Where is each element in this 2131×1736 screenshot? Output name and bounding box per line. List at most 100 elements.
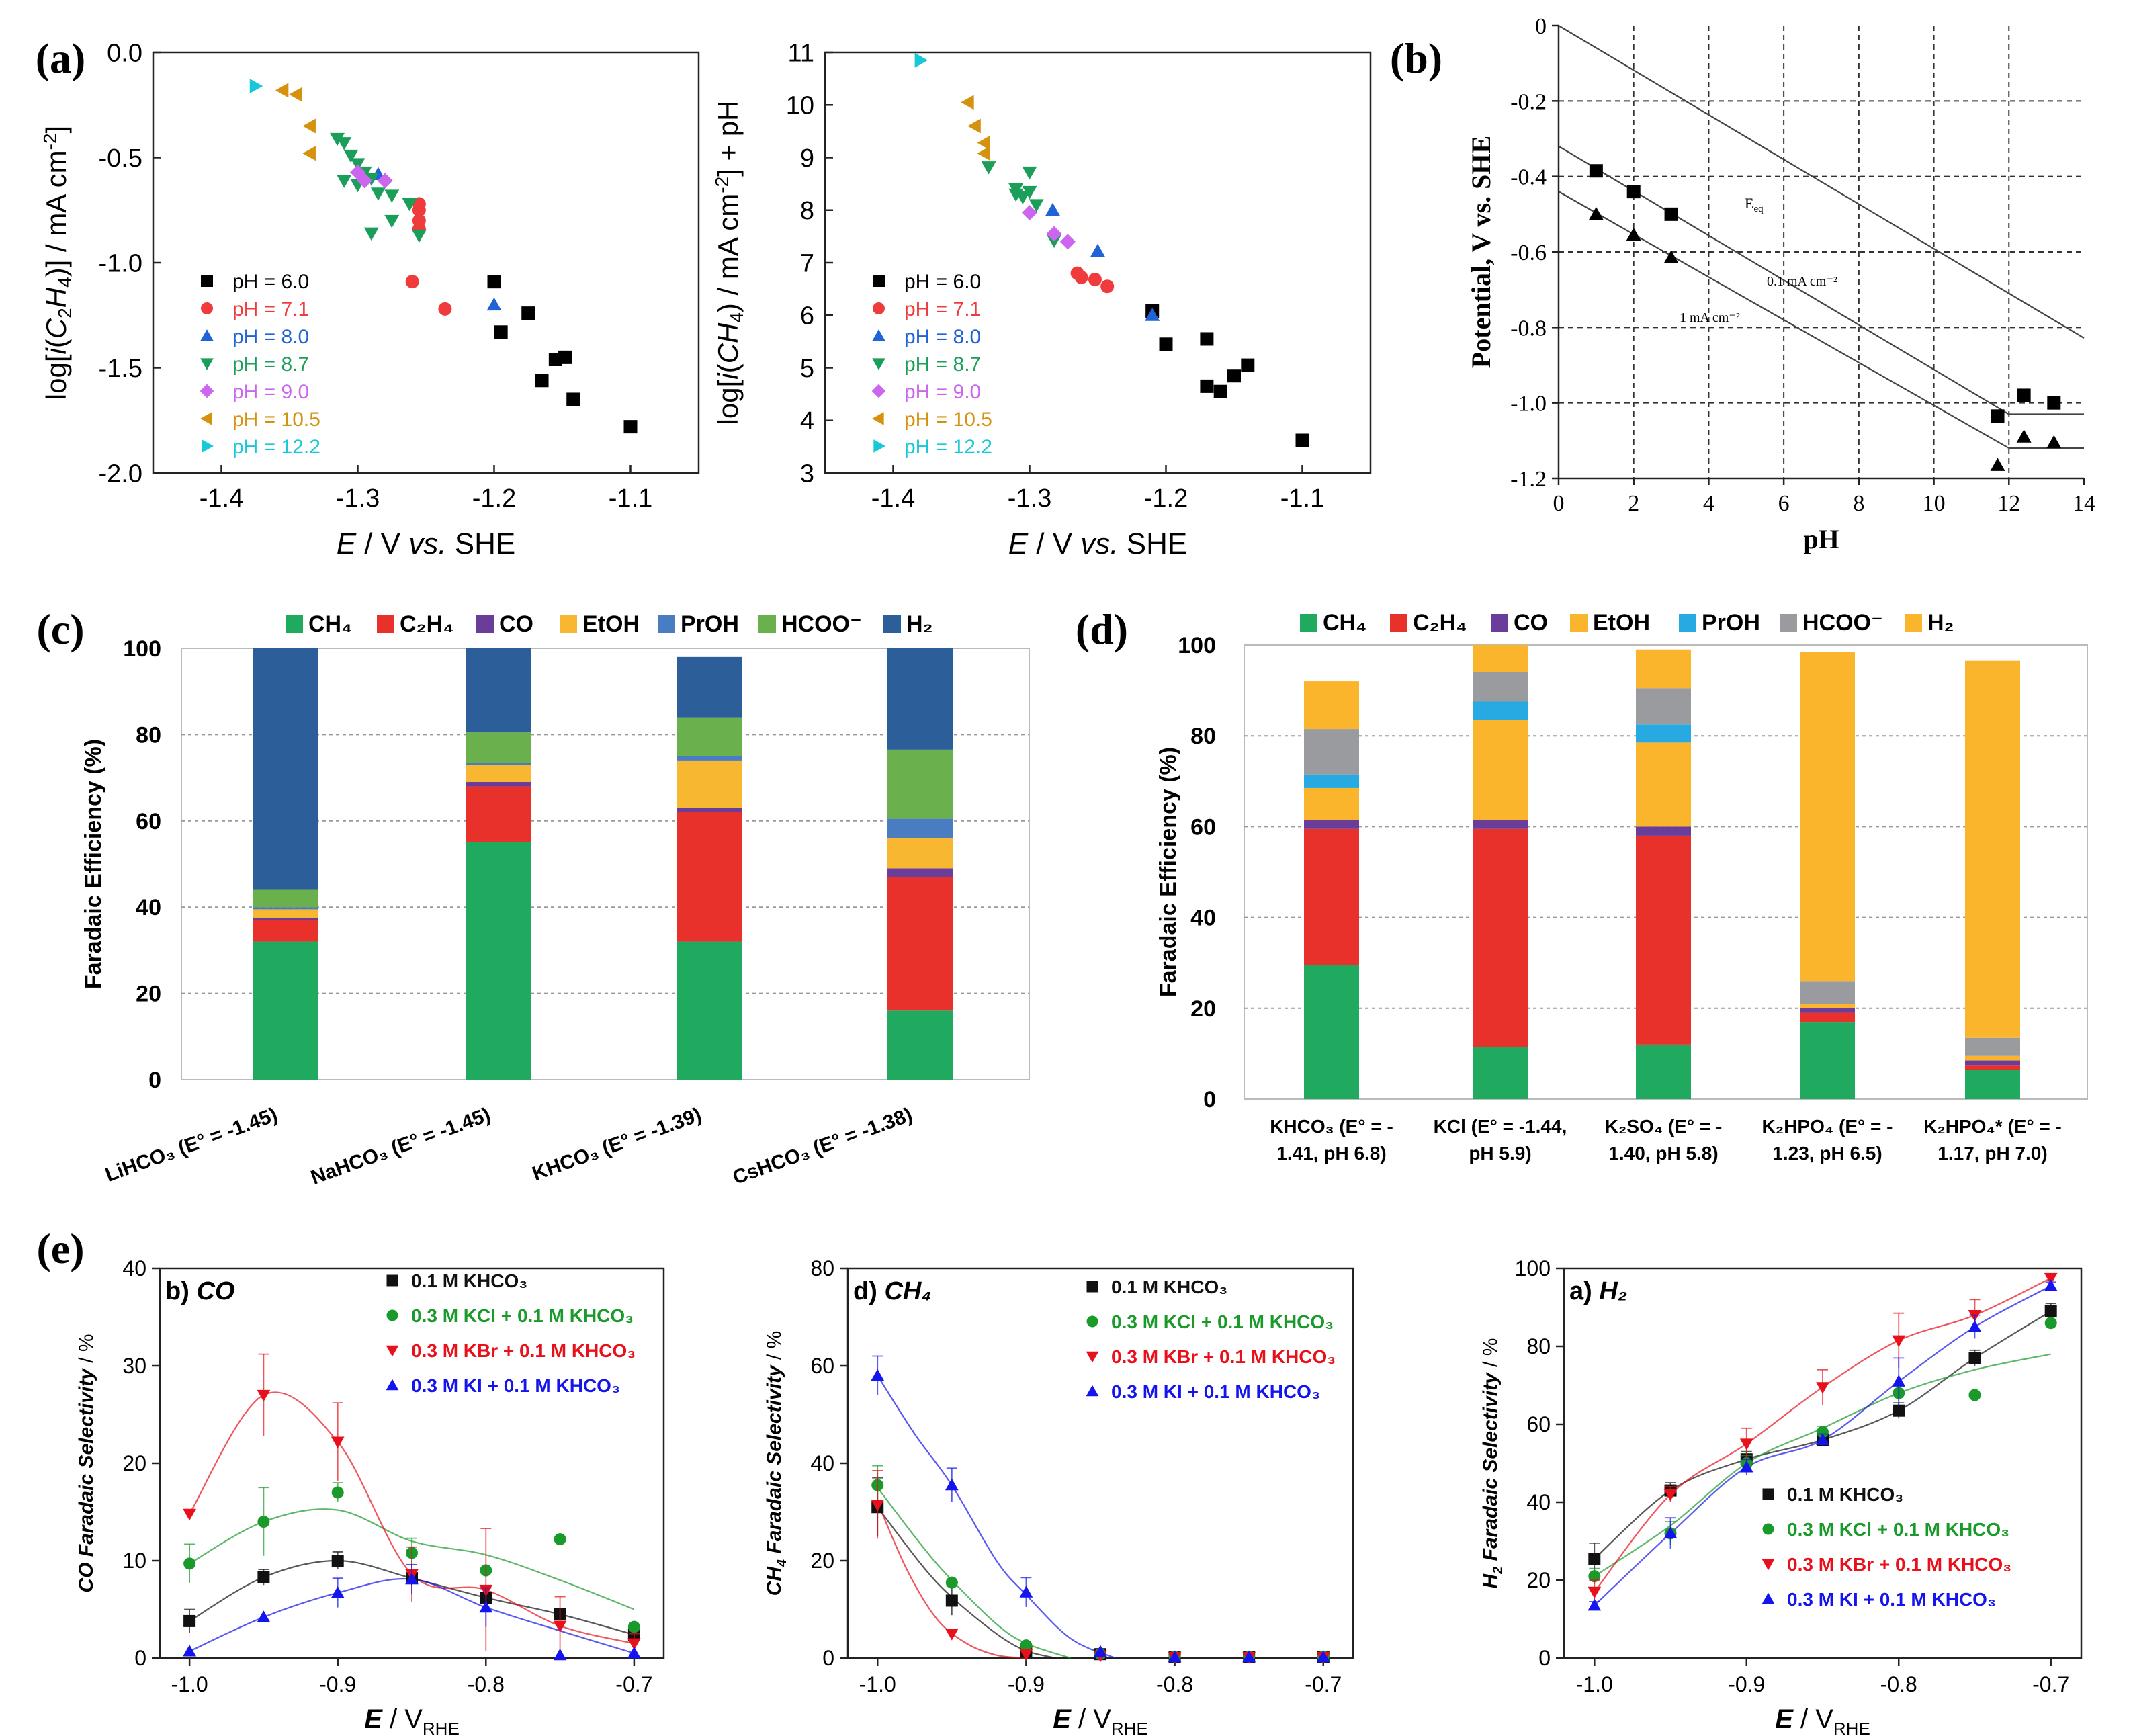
d-legend-label: C₂H₄ xyxy=(1413,610,1467,636)
c-bar-segment xyxy=(466,782,531,787)
d-bar-segment xyxy=(1636,724,1691,743)
a2-y-tick-label: 9 xyxy=(800,144,814,173)
c-bar-segment xyxy=(887,868,953,877)
e1-point xyxy=(183,1644,197,1657)
a1-point-71 xyxy=(405,275,419,289)
b-point-triangles xyxy=(1626,227,1641,241)
a1-legend-label: pH = 12.2 xyxy=(232,436,320,458)
d-bar-segment xyxy=(1636,1044,1691,1099)
a2-y-tick-label: 10 xyxy=(786,92,814,120)
a2-legend-label: pH = 12.2 xyxy=(904,436,992,458)
a1-legend-label: pH = 7.1 xyxy=(232,298,309,320)
d-bar-segment xyxy=(1965,1060,2020,1066)
a2-legend-marker xyxy=(873,439,885,453)
c-bar-segment xyxy=(887,838,953,869)
a2-point-122 xyxy=(914,52,928,68)
e2-legend-label: 0.3 M KBr + 0.1 M KHCO₃ xyxy=(1111,1346,1336,1367)
b-line-2 xyxy=(1558,191,2084,449)
a2-x-tick-label: -1.2 xyxy=(1144,484,1188,513)
e3-x-tick-label: -0.9 xyxy=(1728,1672,1765,1696)
label-part: 4 xyxy=(726,312,747,323)
e1-point xyxy=(257,1571,270,1583)
a2-point-87 xyxy=(1022,185,1037,200)
b-point-squares xyxy=(1991,409,2005,423)
e3-point xyxy=(1817,1426,1829,1438)
a2-y-axis-label: log[i(CH4) / mA cm-2] + pH xyxy=(711,101,747,425)
c-legend-label: CO xyxy=(499,611,533,637)
c-y-tick-label: 20 xyxy=(136,982,161,1007)
label-part: H₂ xyxy=(1599,1277,1627,1305)
a1-legend-marker xyxy=(201,302,213,314)
label-part: ( xyxy=(40,339,72,348)
e2-fit-curve xyxy=(877,1502,1027,1659)
a2-point-105 xyxy=(977,146,991,161)
a1-point-87 xyxy=(337,137,352,150)
e2-legend-label: 0.1 M KHCO₃ xyxy=(1111,1276,1227,1297)
c-bar-segment xyxy=(253,909,318,918)
c-legend-swatch xyxy=(377,615,394,633)
d-legend-label: CO xyxy=(1514,610,1548,636)
d-bar-segment xyxy=(1473,645,1528,672)
e2-x-axis-label: E / VRHE xyxy=(1053,1704,1148,1736)
label-part: / V xyxy=(1071,1704,1111,1734)
e2-y-tick-label: 0 xyxy=(822,1646,834,1670)
c-bar-segment xyxy=(253,907,318,910)
e1-legend-marker xyxy=(386,1274,398,1287)
e2-point xyxy=(1019,1649,1033,1661)
a2-point-80 xyxy=(1045,202,1061,216)
e3-point xyxy=(1588,1570,1601,1583)
e2-point xyxy=(1242,1650,1256,1663)
e1-y-tick-label: 10 xyxy=(122,1549,146,1573)
c-bar-segment xyxy=(466,763,531,765)
label-part: 2 xyxy=(54,308,75,318)
e3-point xyxy=(1892,1375,1906,1387)
a1-point-87 xyxy=(337,175,352,188)
a2-point-87 xyxy=(1015,191,1031,205)
a2-y-tick-label: 4 xyxy=(800,407,814,435)
chart-b: 0 2 4 6 8 10 12 14 0 -0.2 -0.4 -0.6 -0.8 -1.0 -1.2 Eeq 0… xyxy=(1466,14,2095,554)
label-part: log[ xyxy=(40,354,72,400)
label-part: i xyxy=(712,372,744,380)
b-point-triangles xyxy=(1663,250,1679,263)
c-category-label: LiHCO₃ (E° = -1.45) xyxy=(102,1104,280,1186)
a2-legend-marker xyxy=(871,384,886,398)
c-y-tick-label: 100 xyxy=(123,636,161,662)
c-bar-segment xyxy=(677,717,742,756)
chart-e1: -1.0 -0.9 -0.8 -0.7 0 10 20 30 40 b) CO 0.1 M KHCO… xyxy=(75,1256,665,1736)
e1-point xyxy=(183,1508,197,1521)
e1-point xyxy=(331,1555,344,1567)
a2-y-tick-label: 5 xyxy=(800,355,814,383)
e1-legend-marker xyxy=(386,1345,399,1357)
a2-legend-label: pH = 8.0 xyxy=(904,326,981,348)
c-bar-segment xyxy=(466,765,531,783)
e3-x-tick-label: -1.0 xyxy=(1576,1672,1613,1696)
a2-legend-label: pH = 7.1 xyxy=(904,298,981,320)
d-bar-segment xyxy=(1636,826,1691,836)
e2-x-tick-label: -0.8 xyxy=(1156,1672,1193,1696)
a2-legend-marker xyxy=(873,275,885,287)
e3-point xyxy=(2044,1317,2057,1330)
a2-legend-label: pH = 9.0 xyxy=(904,381,981,403)
b-point-squares xyxy=(2047,396,2061,410)
d-bar-segment xyxy=(1473,672,1528,702)
b-point-triangles xyxy=(2046,435,2062,449)
x-label-rest: / V xyxy=(1028,527,1080,560)
e1-x-axis-label: E / VRHE xyxy=(364,1704,460,1736)
e3-legend-label: 0.3 M KBr + 0.1 M KHCO₃ xyxy=(1787,1554,2011,1575)
e1-point xyxy=(627,1638,641,1651)
c-bar-segment xyxy=(466,732,531,763)
a2-point-60 xyxy=(1200,379,1214,393)
a2-point-105 xyxy=(961,95,974,110)
c-legend-swatch xyxy=(476,615,494,633)
e3-y-tick-label: 60 xyxy=(1526,1412,1551,1436)
d-bar-segment xyxy=(1304,729,1359,775)
e1-y-axis-label: CO Faradaic Selectivity / % xyxy=(75,1334,97,1592)
d-legend-swatch xyxy=(1780,614,1797,632)
x-label-italic: E xyxy=(1008,527,1029,560)
e3-legend-label: 0.1 M KHCO₃ xyxy=(1787,1484,1903,1505)
a2-point-60 xyxy=(1241,358,1255,372)
chart-c: 0 20 40 60 80 100 LiHCO₃ (E° = -1.45) NaHCO₃ (E… xyxy=(81,611,1030,1189)
a1-y-axis-label: log[i(C2H4)] / mA cm-2] xyxy=(40,126,75,400)
panel-label-c: (c) xyxy=(36,605,84,653)
